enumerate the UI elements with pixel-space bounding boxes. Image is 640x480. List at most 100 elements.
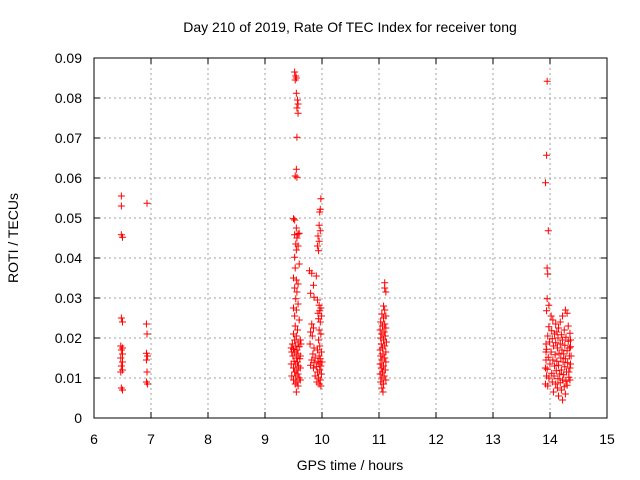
data-point — [292, 388, 300, 396]
x-tick-label: 7 — [147, 431, 155, 447]
data-point — [543, 264, 551, 272]
data-point — [566, 329, 574, 337]
data-point — [143, 330, 151, 338]
data-point — [316, 342, 324, 350]
x-tick-label: 10 — [314, 431, 330, 447]
data-point — [382, 324, 390, 332]
data-point — [549, 316, 557, 324]
data-point — [549, 388, 557, 396]
data-point — [292, 224, 300, 232]
data-point — [557, 366, 565, 374]
data-point — [378, 356, 386, 364]
data-point — [551, 362, 559, 370]
data-point — [291, 172, 299, 180]
data-point — [294, 242, 302, 250]
data-point — [543, 307, 551, 315]
data-point — [551, 330, 559, 338]
data-point — [559, 336, 567, 344]
data-point — [559, 312, 567, 320]
data-point — [294, 109, 302, 117]
data-point — [296, 336, 304, 344]
data-point — [556, 340, 564, 348]
data-point — [142, 320, 150, 328]
data-point — [317, 348, 325, 356]
data-point — [561, 341, 569, 349]
data-point — [560, 383, 568, 391]
data-point — [545, 323, 553, 331]
data-point — [293, 96, 301, 104]
data-point — [559, 358, 567, 366]
data-point — [117, 354, 125, 362]
data-point — [567, 336, 575, 344]
data-point — [119, 233, 126, 241]
x-tick-label: 9 — [261, 431, 269, 447]
data-point — [544, 227, 552, 235]
data-point — [381, 284, 389, 292]
data-point — [309, 350, 317, 358]
data-point — [553, 384, 561, 392]
y-tick-label: 0.06 — [55, 170, 82, 186]
data-point — [543, 77, 551, 85]
y-tick-label: 0.03 — [55, 290, 82, 306]
data-point — [555, 324, 563, 332]
data-point — [542, 348, 550, 356]
data-point — [562, 377, 570, 385]
data-point — [117, 368, 125, 376]
data-point — [566, 376, 574, 384]
data-point — [552, 367, 560, 375]
data-point — [542, 356, 550, 364]
data-point — [293, 234, 301, 242]
data-point — [292, 89, 300, 97]
data-point — [564, 359, 572, 367]
data-point — [550, 372, 558, 380]
data-point — [287, 344, 295, 352]
plot-frame — [93, 57, 608, 419]
data-point — [542, 340, 550, 348]
data-point — [556, 318, 564, 326]
data-point — [549, 356, 557, 364]
data-point — [544, 270, 552, 278]
data-point — [545, 301, 553, 309]
data-point — [117, 314, 125, 322]
data-point — [567, 360, 575, 368]
data-point — [560, 326, 568, 334]
grid-lines — [94, 58, 607, 418]
data-point — [293, 133, 301, 141]
data-point — [555, 392, 563, 400]
data-point — [553, 344, 561, 352]
data-point — [380, 314, 388, 322]
data-point — [291, 264, 299, 272]
data-point — [377, 352, 385, 360]
data-point — [317, 362, 325, 370]
data-point — [313, 242, 321, 250]
data-point — [291, 284, 299, 292]
data-point — [292, 306, 300, 314]
data-point — [309, 324, 317, 332]
data-point — [557, 354, 565, 362]
y-tick-label: 0.04 — [55, 250, 82, 266]
data-point — [543, 295, 551, 303]
data-point — [543, 151, 551, 159]
data-point — [312, 363, 320, 371]
data-point — [561, 306, 569, 314]
data-point — [314, 232, 322, 240]
data-point — [315, 221, 323, 229]
data-point — [312, 272, 320, 280]
data-point — [292, 276, 300, 284]
data-point — [377, 364, 385, 372]
data-point — [554, 334, 562, 342]
data-point — [291, 253, 299, 261]
data-point — [378, 384, 386, 392]
data-point — [292, 246, 300, 254]
data-point — [119, 358, 126, 366]
axis-ticks: 6 7 8 9 10 11 12 13 14 15 0 0.01 0.02 0.03 0.04 0.05 0.0… — [55, 50, 615, 447]
y-tick-label: 0.07 — [55, 130, 82, 146]
data-point — [294, 382, 302, 390]
data-point — [296, 364, 304, 372]
data-point — [307, 328, 315, 336]
data-point — [317, 195, 325, 203]
data-point — [543, 372, 551, 380]
data-point — [294, 280, 302, 288]
data-point — [291, 76, 299, 84]
